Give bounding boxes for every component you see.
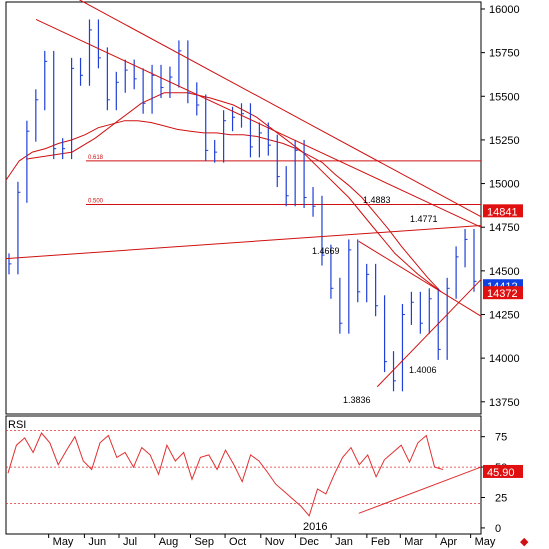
price-annotation: 1.3836 [343,395,371,405]
rsi-y-axis: 0255075 [481,432,507,535]
x-tick-label: Aug [159,536,179,548]
indicator-panel [5,415,482,535]
price-tick-label: 14250 [489,309,520,321]
trendline [376,279,482,388]
rsi-tags: 45.90 [483,464,523,479]
scroll-arrow-icon[interactable]: ◆ [520,536,529,548]
x-tick-label: May [53,536,74,548]
price-annotation: 1.4771 [410,214,438,224]
rsi-tick-label: 0 [495,523,501,535]
x-axis: May Jun Jul Aug Sep Oct Nov Dec Jan Feb Mar Apr May [48,534,496,548]
trendline [35,19,482,228]
moving-average-line [25,92,442,293]
rsi-title: RSI [8,419,26,431]
price-tick-label: 16000 [489,4,520,16]
x-tick-label: Dec [299,536,319,548]
x-tick-label: Jun [88,536,106,548]
price-tag-label: 14372 [487,288,518,300]
price-bars [8,19,477,392]
x-tick-label: Mar [404,536,423,548]
price-tick-label: 15750 [489,48,520,60]
rsi-tick-label: 25 [495,493,507,505]
price-tick-label: 15000 [489,179,520,191]
trendline [358,240,482,317]
price-annotation: 1.4883 [363,195,391,205]
x-tick-label: Jan [335,536,353,548]
fib-level-label: 0.618 [88,155,104,161]
price-tag-box [483,286,523,300]
trendline [78,0,482,218]
price-tick-label: 14500 [489,266,520,278]
price-tag-label: 14841 [487,206,518,218]
x-tick-label: Sep [194,536,214,548]
price-tick-label: 13750 [489,397,520,409]
price-annotation: 1.4669 [312,246,340,256]
rsi-levels [6,430,481,504]
rsi-tick-label: 75 [495,432,507,444]
year-label: 2016 [303,521,327,533]
rsi-tag-label: 45.90 [487,467,515,479]
price-tags: 148411441214372 [483,204,523,300]
rsi-series [7,432,444,517]
annotations: 1.4883 1.4771 1.4669 1.4006 1.3836 [312,195,438,405]
price-annotation: 1.4006 [409,365,437,375]
x-tick-label: Oct [229,536,246,548]
trendline [5,224,482,260]
price-tag-box [483,204,523,218]
price-panel [5,1,482,415]
x-tick-label: Feb [371,536,390,548]
price-tick-label: 15250 [489,135,520,147]
price-tick-label: 15500 [489,91,520,103]
price-tick-label: 14750 [489,222,520,234]
price-tick-label: 14000 [489,353,520,365]
price-y-axis: 13750 14000 14250 14500 14750 15000 15250 15500… [481,4,520,409]
x-tick-label: May [475,536,496,548]
fibonacci-levels: 0.618 0.500 [86,155,481,206]
x-tick-label: Nov [265,536,285,548]
rsi-tag-box [483,464,523,478]
fib-level-label: 0.500 [88,199,104,205]
trendlines [5,0,482,388]
x-tick-label: Apr [440,536,457,548]
rsi-trendline [358,466,482,514]
rsi-line [7,432,444,517]
rsi-trendline [358,466,482,514]
x-tick-label: Jul [123,536,137,548]
